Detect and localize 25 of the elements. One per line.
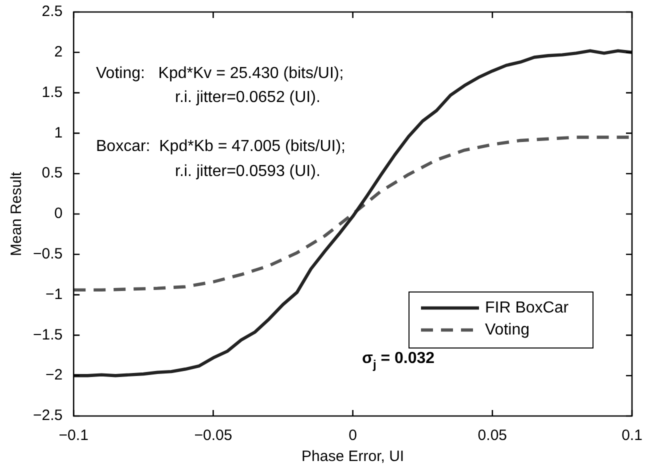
x-tick-label: −0.05 (194, 427, 232, 444)
y-tick-label: −0.5 (32, 246, 63, 263)
annotation: Voting: Kpd*Kv = 25.430 (bits/UI); (96, 65, 344, 82)
y-tick-label: 0.5 (42, 164, 63, 182)
legend-label: FIR BoxCar (485, 299, 570, 316)
y-tick-label: 2.5 (42, 3, 63, 20)
x-tick-label: 0.1 (622, 427, 642, 444)
annotation: r.i. jitter=0.0652 (UI). (175, 89, 320, 106)
x-tick-label: 0 (348, 427, 357, 444)
y-tick-label: 1 (54, 124, 63, 142)
x-tick-label: 0.05 (478, 427, 508, 444)
annotation: r.i. jitter=0.0593 (UI). (175, 163, 320, 180)
line-series (74, 136, 632, 292)
y-tick-label: −1.5 (32, 326, 63, 344)
y-tick-label: −2.5 (32, 407, 63, 424)
y-axis-title: Mean Result (8, 171, 26, 256)
y-tick-label: 1.5 (42, 84, 63, 101)
legend-label: Voting (485, 321, 530, 338)
annotation: Boxcar: Kpd*Kb = 47.005 (bits/UI); (96, 138, 346, 155)
y-tick-label: 0 (54, 205, 63, 222)
y-tick-label: 2 (54, 44, 63, 61)
x-tick-label: −0.1 (58, 427, 88, 444)
x-axis-title: Phase Error, UI (302, 448, 404, 466)
y-tick-label: −2 (46, 366, 63, 384)
y-tick-label: −1 (46, 286, 63, 303)
